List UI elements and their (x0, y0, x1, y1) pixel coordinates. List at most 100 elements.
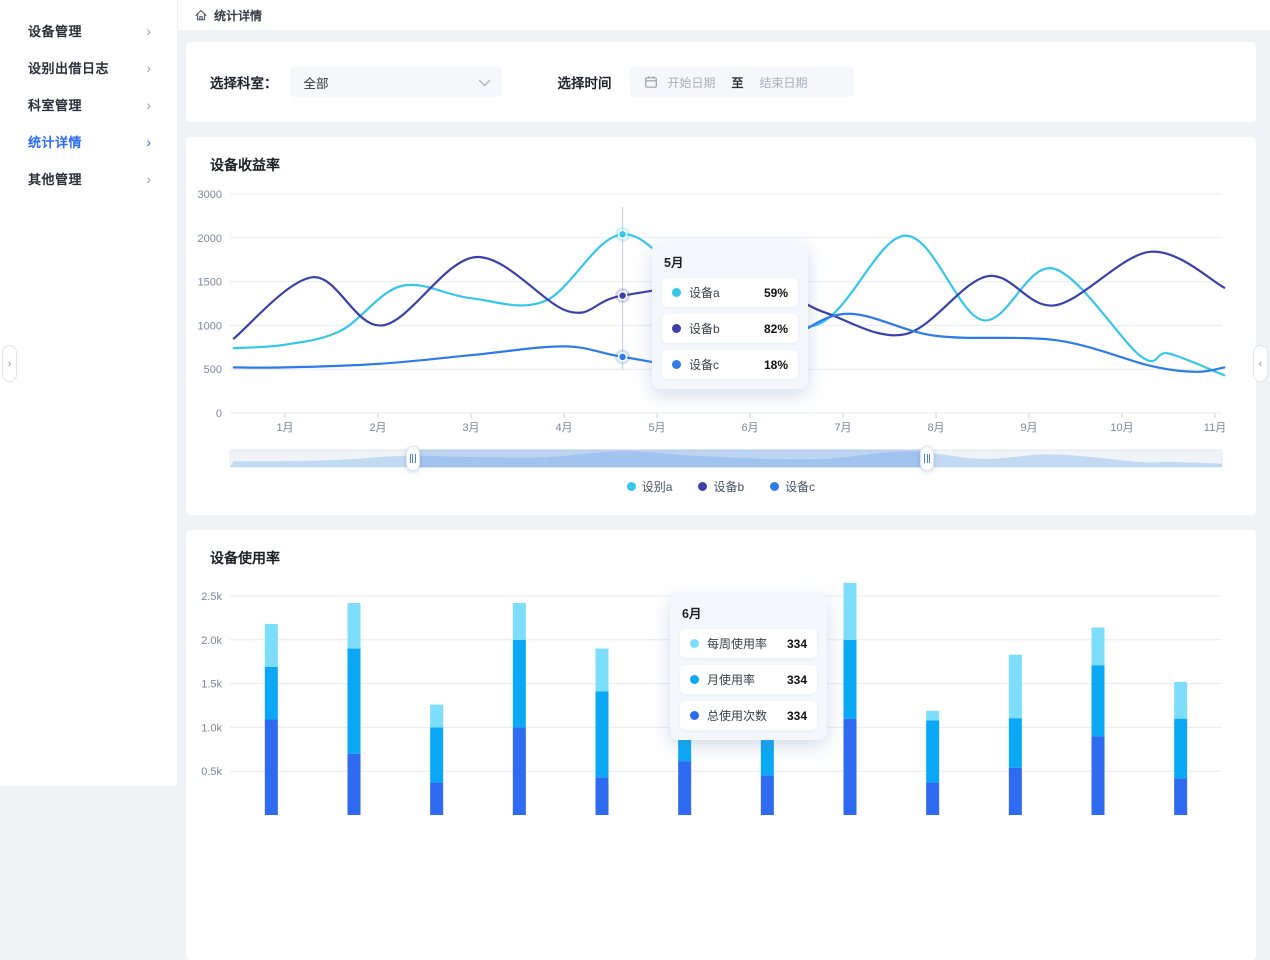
bar-segment-月使用率[interactable] (513, 640, 526, 728)
bar-segment-月使用率[interactable] (1009, 718, 1022, 767)
tooltip-title: 5月 (664, 252, 798, 271)
time-filter-label: 选择时间 (558, 72, 612, 92)
sidebar-item-department-management[interactable]: 科室管理 › (0, 86, 177, 123)
chevron-right-icon: › (146, 97, 151, 113)
tooltip-row-label: 每周使用率 (707, 635, 779, 652)
weekly-usage-dot-icon (690, 639, 699, 648)
bar-segment-总使用次数[interactable] (596, 777, 609, 815)
department-select[interactable]: 全部 (290, 67, 502, 97)
bar-segment-总使用次数[interactable] (678, 761, 691, 815)
tooltip-row-value: 18% (764, 358, 788, 372)
bar-chart-tooltip: 6月 每周使用率 334 月使用率 334 总使用次数 334 (670, 593, 827, 740)
y-axis-label: 0 (216, 408, 222, 420)
y-axis-label: 1000 (198, 320, 222, 332)
monthly-usage-dot-icon (690, 675, 699, 684)
bar-segment-月使用率[interactable] (430, 727, 443, 782)
x-axis-label: 6月 (741, 422, 758, 434)
x-axis-label: 11月 (1204, 422, 1226, 434)
tooltip-row: 每周使用率 334 (680, 629, 817, 658)
bar-segment-总使用次数[interactable] (1092, 736, 1105, 815)
chevron-right-icon: › (146, 134, 151, 150)
tooltip-row: 总使用次数 334 (680, 701, 817, 730)
datazoom-selection[interactable] (413, 450, 928, 468)
bar-segment-总使用次数[interactable] (1174, 778, 1187, 815)
tooltip-title: 6月 (682, 603, 817, 622)
x-axis-label: 1月 (276, 422, 293, 434)
legend-item-series-a[interactable]: 设别a (627, 478, 673, 495)
bar-segment-每周使用率[interactable] (844, 583, 857, 640)
filter-panel: 选择科室： 全部 选择时间 开始日期 至 结束日期 (186, 42, 1256, 122)
y-axis-label: 3000 (198, 189, 222, 201)
datazoom-right-handle[interactable] (920, 446, 934, 471)
bar-segment-总使用次数[interactable] (430, 783, 443, 815)
sidebar-item-lending-log[interactable]: 设别出借日志 › (0, 49, 177, 86)
legend-label: 设备c (785, 478, 815, 495)
y-axis-label: 0.5k (201, 766, 222, 778)
datazoom-left-handle[interactable] (406, 446, 420, 471)
main-content: 统计详情 选择科室： 全部 选择时间 开始日期 至 结束日期 (178, 0, 1270, 786)
line-chart-legend: 设别a 设备b 设备c (186, 478, 1256, 495)
bar-segment-总使用次数[interactable] (761, 776, 774, 815)
breadcrumb: 统计详情 (214, 7, 262, 24)
sidebar-item-device-management[interactable]: 设备管理 › (0, 12, 177, 49)
tooltip-row-label: 设备c (689, 356, 756, 373)
bar-segment-总使用次数[interactable] (926, 783, 939, 815)
panel-collapse-toggle[interactable]: ‹ (1253, 345, 1268, 382)
tooltip-row-label: 总使用次数 (707, 707, 779, 724)
bar-segment-月使用率[interactable] (1174, 719, 1187, 779)
legend-label: 设备b (713, 478, 744, 495)
sidebar-item-label: 科室管理 (28, 95, 146, 114)
x-axis-label: 3月 (462, 422, 479, 434)
bar-segment-总使用次数[interactable] (348, 754, 361, 815)
sidebar-item-statistics-detail[interactable]: 统计详情 › (0, 123, 177, 160)
x-axis-label: 5月 (648, 422, 665, 434)
bar-segment-每周使用率[interactable] (513, 603, 526, 640)
bar-segment-每周使用率[interactable] (1092, 628, 1105, 666)
bar-segment-每周使用率[interactable] (430, 705, 443, 728)
chevron-right-icon: › (146, 23, 151, 39)
y-axis-label: 2.0k (201, 635, 222, 647)
sidebar-item-label: 设别出借日志 (28, 58, 146, 77)
start-date-placeholder: 开始日期 (668, 74, 716, 91)
bar-segment-总使用次数[interactable] (1009, 768, 1022, 815)
legend-label: 设别a (642, 478, 673, 495)
bar-segment-总使用次数[interactable] (265, 720, 278, 815)
bar-segment-月使用率[interactable] (926, 720, 939, 782)
tooltip-row-value: 59% (764, 286, 788, 300)
bar-segment-每周使用率[interactable] (265, 624, 278, 667)
bar-segment-月使用率[interactable] (1092, 665, 1105, 736)
chevron-left-icon: ‹ (1259, 358, 1263, 370)
chevron-right-icon: › (146, 60, 151, 76)
bar-segment-每周使用率[interactable] (348, 603, 361, 649)
date-range-picker[interactable]: 开始日期 至 结束日期 (630, 67, 854, 97)
breadcrumb-bar: 统计详情 (178, 0, 1270, 30)
bar-segment-每周使用率[interactable] (1009, 655, 1022, 719)
bar-segment-总使用次数[interactable] (513, 727, 526, 815)
series-c-dot-icon (672, 360, 681, 369)
y-axis-label: 1500 (198, 277, 222, 289)
bar-segment-总使用次数[interactable] (844, 719, 857, 815)
home-icon (194, 8, 208, 22)
sidebar-item-label: 统计详情 (28, 132, 146, 151)
legend-dot-icon (627, 482, 636, 491)
bar-segment-每周使用率[interactable] (926, 711, 939, 721)
tooltip-row-value: 334 (787, 673, 807, 687)
sidebar-item-label: 设备管理 (28, 21, 146, 40)
bar-segment-月使用率[interactable] (265, 667, 278, 720)
bar-segment-月使用率[interactable] (844, 640, 857, 719)
sidebar-item-other-management[interactable]: 其他管理 › (0, 160, 177, 197)
legend-item-series-b[interactable]: 设备b (698, 478, 744, 495)
legend-item-series-c[interactable]: 设备c (770, 478, 815, 495)
bar-segment-每周使用率[interactable] (596, 649, 609, 692)
series-a-dot-icon (672, 288, 681, 297)
sidebar-item-label: 其他管理 (28, 169, 146, 188)
bar-segment-月使用率[interactable] (596, 691, 609, 777)
sidebar: 设备管理 › 设别出借日志 › 科室管理 › 统计详情 › 其他管理 › (0, 0, 178, 786)
bar-segment-每周使用率[interactable] (1174, 682, 1187, 719)
bar-segment-月使用率[interactable] (348, 649, 361, 754)
x-axis-label: 7月 (834, 422, 851, 434)
sidebar-expand-toggle[interactable]: › (2, 345, 17, 382)
tooltip-row: 设备b 82% (662, 314, 798, 343)
